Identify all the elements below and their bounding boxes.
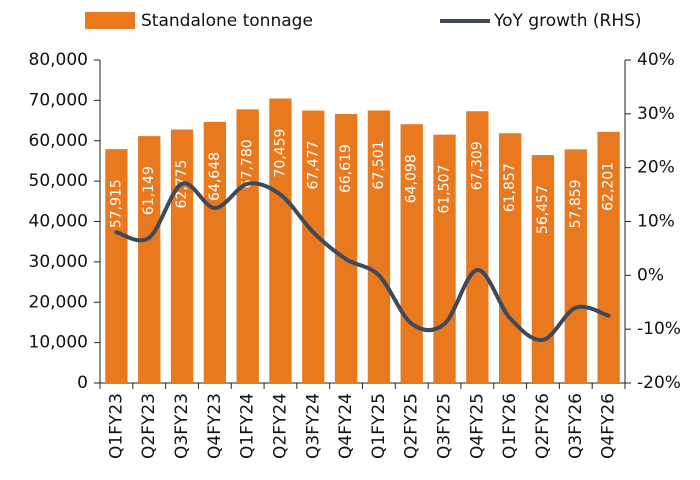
y-tick-label: 30,000 [29, 252, 88, 272]
y-tick-label: 20,000 [29, 292, 88, 312]
value-label: 67,780 [240, 139, 256, 188]
value-label: 57,915 [108, 179, 124, 228]
x-tick-label: Q1FY26 [500, 393, 520, 459]
x-tick-label: Q2FY24 [270, 393, 290, 459]
value-label: 64,098 [404, 154, 420, 203]
value-label: 67,477 [305, 141, 321, 190]
bar [236, 109, 259, 383]
y2-tick-label: -10% [637, 319, 681, 339]
value-label: 56,457 [535, 185, 551, 234]
y2-tick-label: 20% [637, 158, 675, 178]
bar [531, 155, 555, 383]
value-label: 66,619 [338, 144, 354, 193]
bar [433, 134, 456, 383]
value-label: 61,507 [437, 165, 453, 214]
bar [466, 111, 489, 383]
bar [302, 110, 325, 383]
x-tick-label: Q1FY24 [238, 393, 258, 459]
x-tick-label: Q2FY25 [402, 393, 422, 459]
bar [334, 114, 358, 383]
bar [597, 131, 620, 383]
x-tick-label: Q3FY25 [435, 393, 455, 459]
y-tick-label: 80,000 [29, 50, 88, 70]
bar [105, 149, 128, 383]
x-tick-label: Q1FY23 [106, 393, 126, 459]
x-tick-label: Q2FY26 [533, 393, 553, 459]
y2-tick-label: 0% [637, 265, 664, 285]
x-tick-label: Q2FY23 [139, 393, 159, 459]
x-tick-label: Q4FY26 [599, 393, 619, 459]
value-label: 57,859 [568, 179, 584, 228]
value-label: 61,857 [502, 163, 518, 212]
y-tick-label: 10,000 [29, 333, 88, 353]
y2-tick-label: -20% [637, 373, 681, 393]
y-tick-label: 0 [77, 373, 88, 393]
bar [138, 136, 161, 383]
value-label: 67,309 [469, 141, 485, 190]
x-tick-label: Q3FY26 [566, 393, 586, 459]
legend-label: Standalone tonnage [141, 11, 313, 31]
line [114, 181, 611, 343]
y2-tick-label: 10% [637, 212, 675, 232]
bar [564, 149, 587, 383]
x-tick-label: Q3FY24 [303, 393, 323, 459]
value-label: 64,648 [207, 152, 223, 201]
value-label: 70,459 [272, 129, 288, 178]
x-tick-label: Q4FY23 [205, 393, 225, 459]
y-tick-label: 40,000 [29, 212, 88, 232]
legend-swatch [85, 12, 135, 29]
y2-tick-label: 30% [637, 104, 675, 124]
y2-tick-label: 40% [637, 50, 675, 70]
y-tick-label: 60,000 [29, 131, 88, 151]
value-label: 62,201 [601, 162, 617, 211]
y-tick-label: 70,000 [29, 90, 88, 110]
bar [203, 121, 226, 383]
x-tick-label: Q4FY25 [467, 393, 487, 459]
value-label: 67,501 [371, 140, 387, 189]
x-tick-label: Q1FY25 [369, 393, 389, 459]
bar [367, 110, 391, 383]
x-tick-label: Q3FY23 [172, 393, 192, 459]
legend-label: YoY growth (RHS) [493, 11, 642, 31]
bar [499, 133, 522, 383]
value-label: 61,149 [141, 166, 157, 215]
x-tick-label: Q4FY24 [336, 393, 356, 459]
bar [269, 98, 292, 383]
y-tick-label: 50,000 [29, 171, 88, 191]
